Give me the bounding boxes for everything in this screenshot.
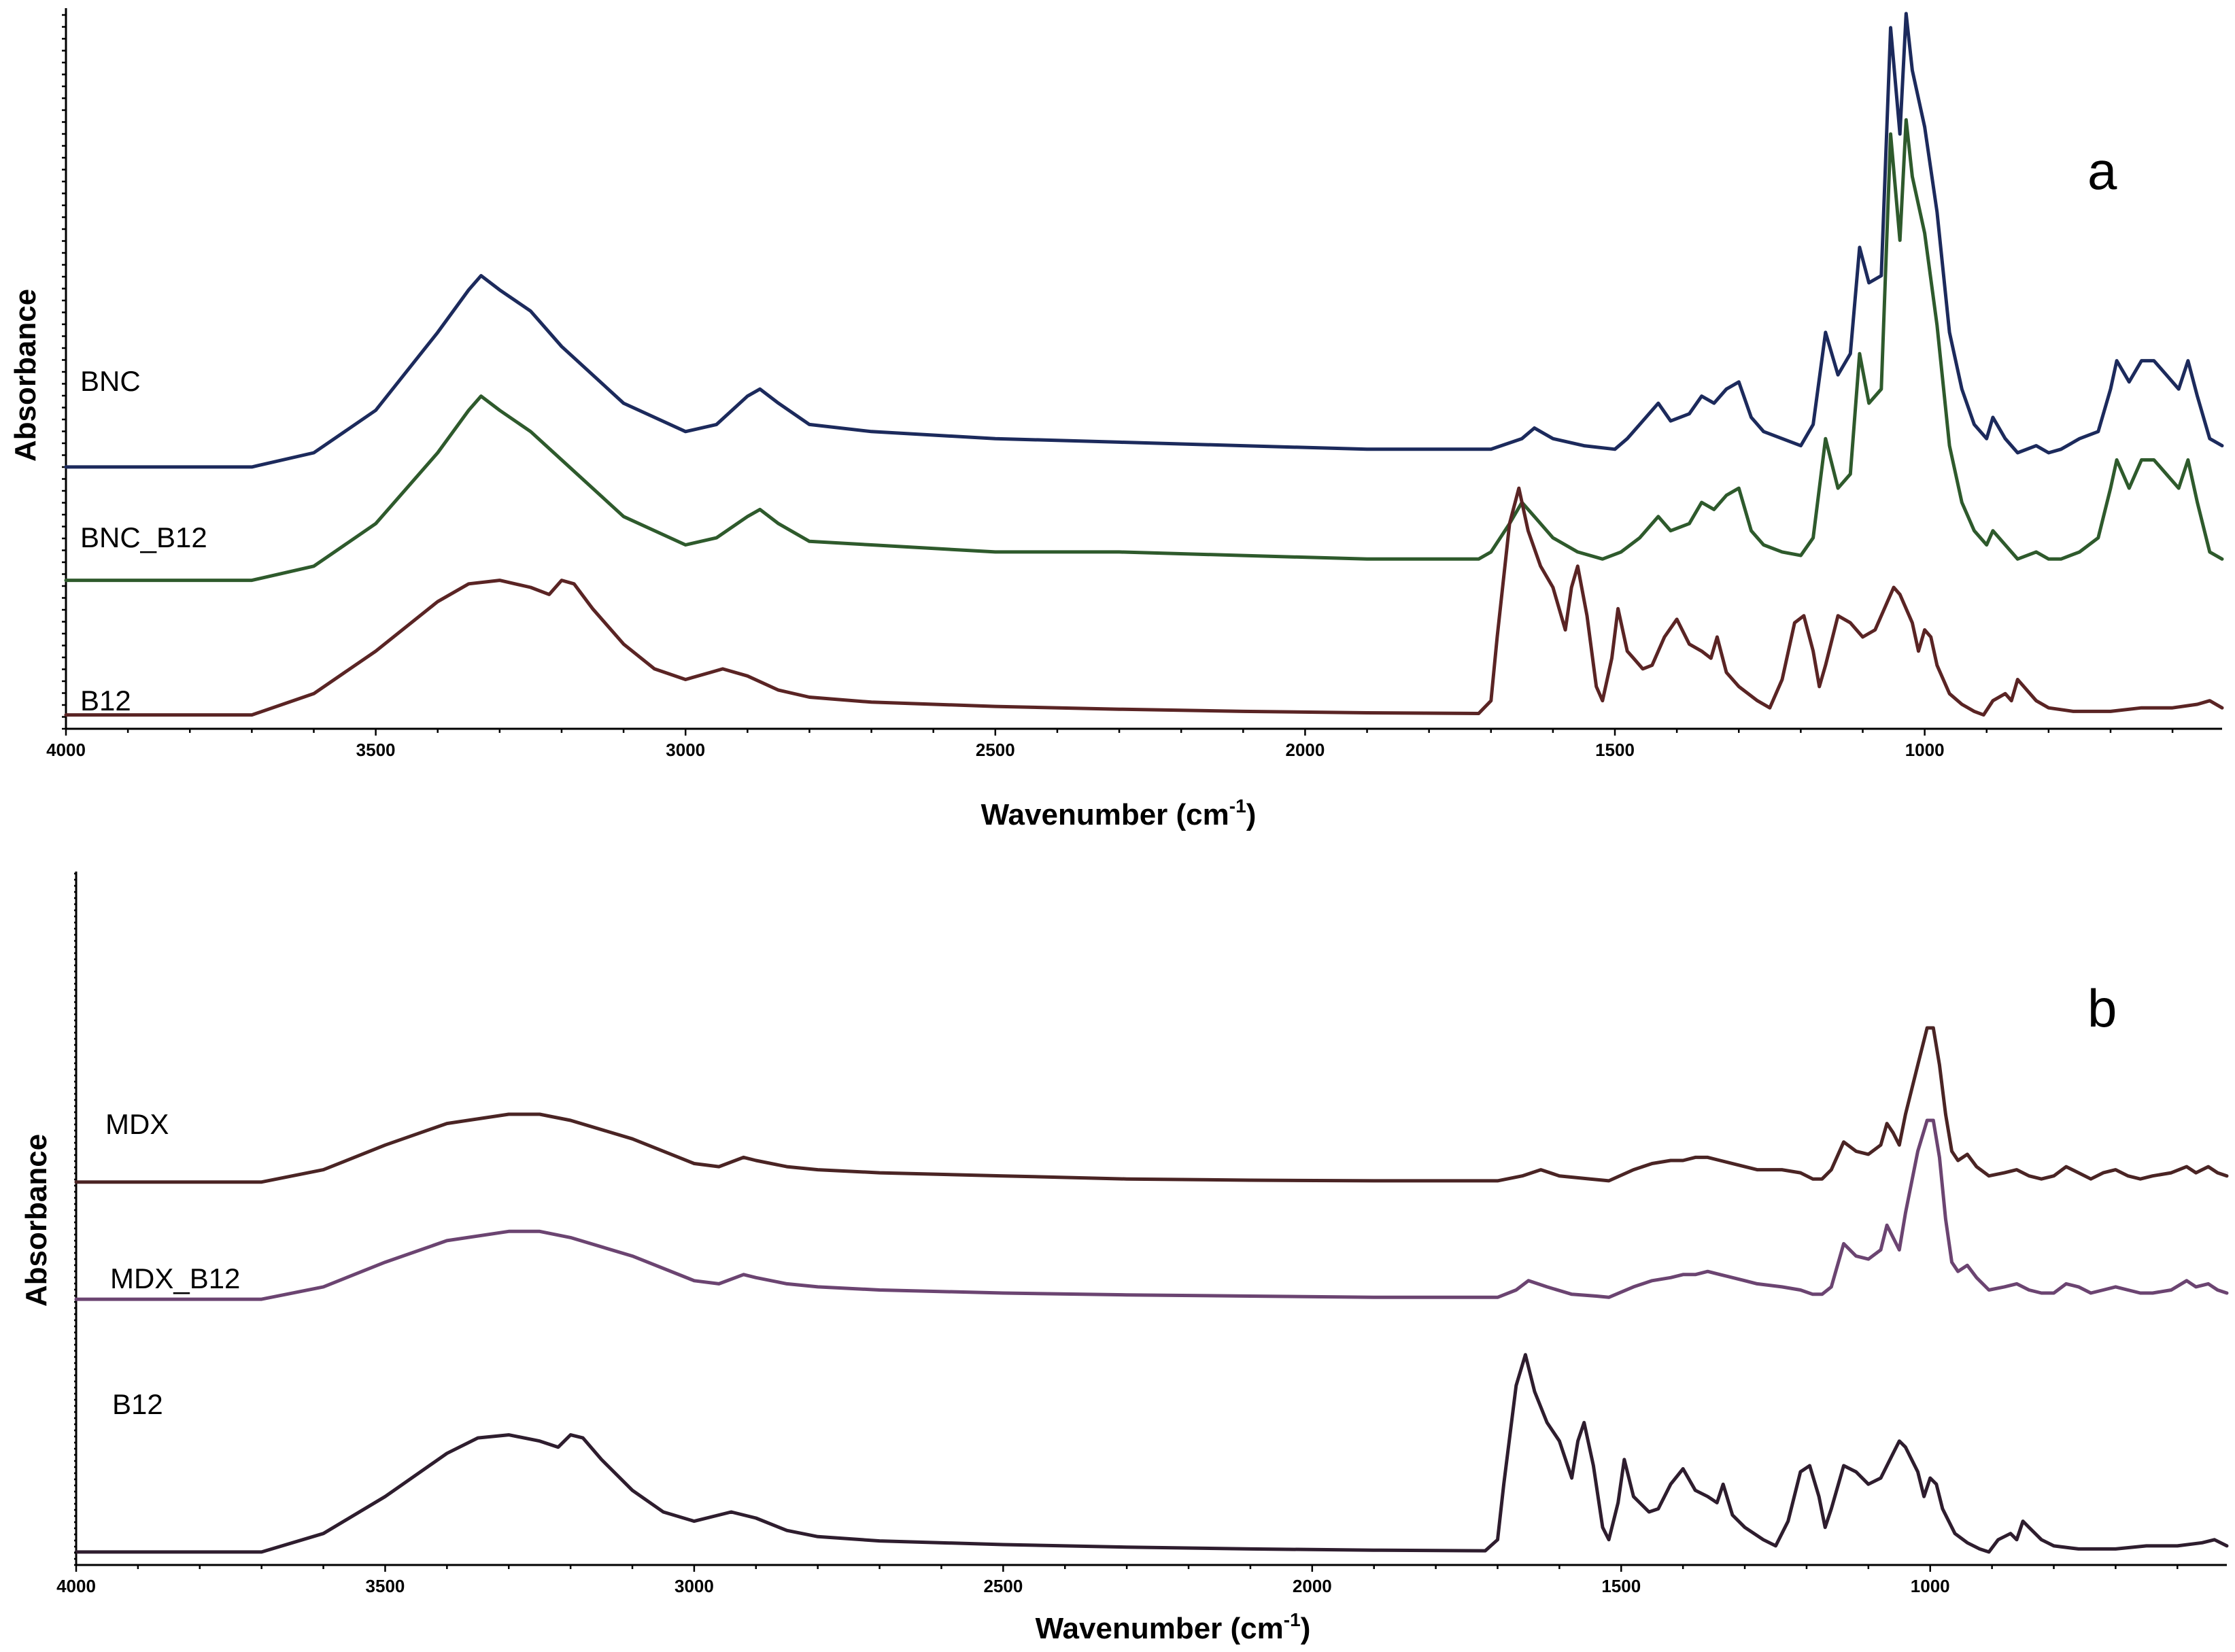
panel-a-series-b12 [64,486,2224,717]
panel-a-x-tick-label-2500: 2500 [976,740,1015,760]
panel-a-y-ticks [62,14,66,730]
panel-a-series-bnc-b12 [64,118,2224,583]
panel-a-letter: a [2087,141,2117,201]
panel-b-label-b12: B12 [112,1388,163,1420]
panel-b-letter: b [2087,978,2117,1038]
panel-b-x-tick-label-2500: 2500 [983,1576,1023,1596]
panel-a-x-tick-label-1500: 1500 [1595,740,1635,760]
panel-b-series-mdx-b12 [74,1118,2229,1301]
panel-a-series [64,12,2224,717]
panel-a-label-b12: B12 [80,685,131,717]
panel-b: 4000 3500 3000 2500 2000 1500 1000 Wavenumber … [20,872,2229,1645]
panel-b-x-tick-label-3000: 3000 [675,1576,714,1596]
panel-b-series [74,1026,2229,1554]
panel-a-x-tick-label-2000: 2000 [1285,740,1325,760]
panel-b-label-mdx-b12: MDX_B12 [110,1262,240,1294]
panel-a-label-bnc: BNC [80,365,141,397]
panel-b-series-mdx [74,1026,2229,1184]
panel-a-x-axis-title: Wavenumber (cm-1) [981,795,1257,831]
panel-b-x-tick-label-4000: 4000 [56,1576,96,1596]
panel-b-x-tick-label-3500: 3500 [366,1576,405,1596]
panel-b-y-axis-title: Absorbance [20,1134,53,1307]
panel-b-x-tick-label-2000: 2000 [1293,1576,1332,1596]
panel-b-series-b12 [74,1353,2229,1554]
panel-a: 4000 3500 3000 2500 2000 1500 1000 Wavenumber … [9,8,2224,831]
panel-b-label-mdx: MDX [105,1108,169,1140]
panel-b-x-axis-title: Wavenumber (cm-1) [1036,1609,1311,1645]
panel-b-x-tick-label-1500: 1500 [1601,1576,1641,1596]
panel-a-x-tick-label-3000: 3000 [666,740,705,760]
panel-a-x-tick-label-4000: 4000 [46,740,86,760]
panel-b-x-ticks: 4000 3500 3000 2500 2000 1500 1000 [56,1565,2179,1596]
panel-a-series-bnc [64,12,2224,469]
panel-a-x-tick-label-3500: 3500 [356,740,396,760]
panel-b-x-tick-label-1000: 1000 [1911,1576,1950,1596]
panel-a-label-bnc-b12: BNC_B12 [80,521,207,553]
panel-a-y-axis-title: Absorbance [9,289,42,462]
panel-a-x-ticks: 4000 3500 3000 2500 2000 1500 1000 [46,729,2174,760]
panel-a-x-tick-label-1000: 1000 [1905,740,1945,760]
